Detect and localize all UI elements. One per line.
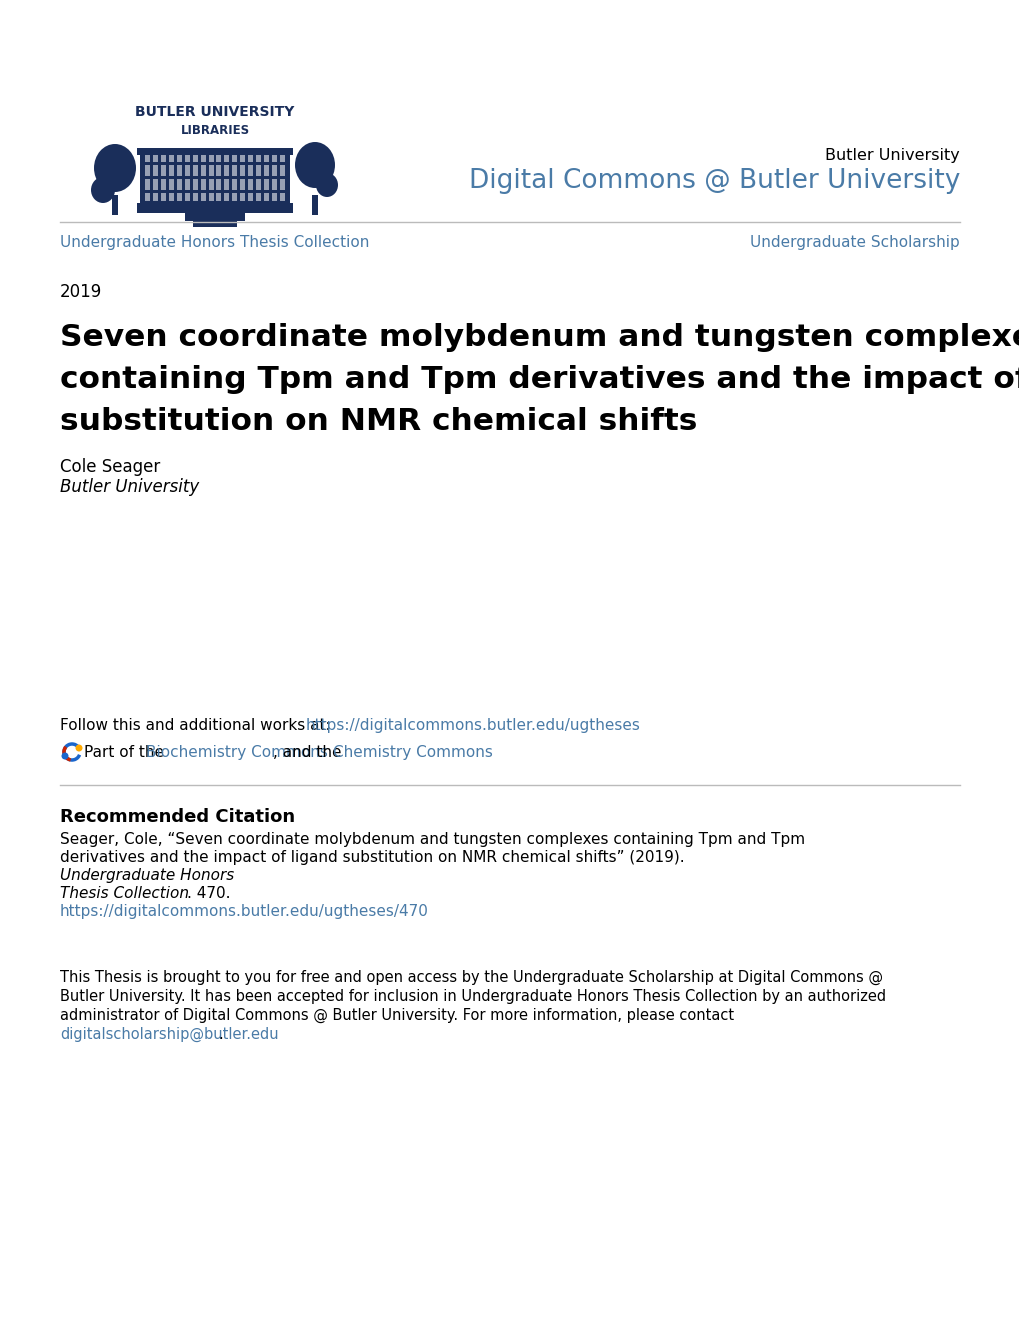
Bar bbox=[140, 150, 289, 205]
Bar bbox=[153, 154, 158, 201]
Text: Seven coordinate molybdenum and tungsten complexes: Seven coordinate molybdenum and tungsten… bbox=[60, 323, 1019, 352]
Bar bbox=[224, 154, 229, 201]
Text: BUTLER UNIVERSITY: BUTLER UNIVERSITY bbox=[136, 106, 294, 119]
Bar bbox=[201, 154, 206, 201]
Circle shape bbox=[61, 752, 68, 759]
Text: Follow this and additional works at:: Follow this and additional works at: bbox=[60, 718, 335, 733]
Bar bbox=[140, 176, 289, 180]
Bar bbox=[193, 219, 236, 227]
Bar bbox=[137, 148, 292, 154]
Bar bbox=[169, 154, 173, 201]
Text: This Thesis is brought to you for free and open access by the Undergraduate Scho: This Thesis is brought to you for free a… bbox=[60, 970, 882, 985]
Text: Butler University. It has been accepted for inclusion in Undergraduate Honors Th: Butler University. It has been accepted … bbox=[60, 989, 886, 1005]
Bar bbox=[216, 154, 221, 201]
Bar bbox=[272, 154, 277, 201]
Text: digitalscholarship@butler.edu: digitalscholarship@butler.edu bbox=[60, 1027, 278, 1043]
Text: , and the: , and the bbox=[273, 744, 346, 760]
Text: substitution on NMR chemical shifts: substitution on NMR chemical shifts bbox=[60, 407, 697, 436]
Text: Undergraduate Honors: Undergraduate Honors bbox=[60, 869, 234, 883]
Text: Biochemistry Commons: Biochemistry Commons bbox=[146, 744, 327, 760]
Text: Butler University: Butler University bbox=[60, 478, 199, 496]
Ellipse shape bbox=[91, 177, 115, 203]
Text: Chemistry Commons: Chemistry Commons bbox=[332, 744, 492, 760]
Bar bbox=[280, 154, 284, 201]
Text: Digital Commons @ Butler University: Digital Commons @ Butler University bbox=[468, 168, 959, 194]
Bar bbox=[184, 211, 245, 220]
Text: https://digitalcommons.butler.edu/ugtheses/470: https://digitalcommons.butler.edu/ugthes… bbox=[60, 904, 428, 919]
Bar bbox=[256, 154, 261, 201]
Text: Seager, Cole, “Seven coordinate molybdenum and tungsten complexes containing Tpm: Seager, Cole, “Seven coordinate molybden… bbox=[60, 832, 804, 847]
Bar bbox=[140, 162, 289, 165]
Text: Cole Seager: Cole Seager bbox=[60, 458, 160, 477]
Bar bbox=[312, 195, 318, 215]
Text: Undergraduate Scholarship: Undergraduate Scholarship bbox=[750, 235, 959, 249]
Text: .: . bbox=[218, 1027, 222, 1041]
Text: https://digitalcommons.butler.edu/ugtheses: https://digitalcommons.butler.edu/ugthes… bbox=[306, 718, 640, 733]
Bar bbox=[264, 154, 269, 201]
Circle shape bbox=[75, 744, 83, 751]
Ellipse shape bbox=[316, 173, 337, 197]
Bar bbox=[140, 190, 289, 193]
Text: . 470.: . 470. bbox=[186, 886, 230, 902]
Text: LIBRARIES: LIBRARIES bbox=[180, 124, 250, 136]
Bar bbox=[232, 154, 237, 201]
Text: Part of the: Part of the bbox=[84, 744, 169, 760]
Text: Recommended Citation: Recommended Citation bbox=[60, 808, 294, 826]
Text: administrator of Digital Commons @ Butler University. For more information, plea: administrator of Digital Commons @ Butle… bbox=[60, 1008, 734, 1023]
Text: Undergraduate Honors Thesis Collection: Undergraduate Honors Thesis Collection bbox=[60, 235, 369, 249]
Text: containing Tpm and Tpm derivatives and the impact of ligand: containing Tpm and Tpm derivatives and t… bbox=[60, 366, 1019, 393]
Ellipse shape bbox=[94, 144, 136, 191]
Bar bbox=[248, 154, 253, 201]
Bar bbox=[112, 195, 118, 215]
Bar bbox=[176, 154, 181, 201]
Bar bbox=[208, 154, 213, 201]
Bar bbox=[193, 154, 198, 201]
Text: 2019: 2019 bbox=[60, 282, 102, 301]
Text: derivatives and the impact of ligand substitution on NMR chemical shifts” (2019): derivatives and the impact of ligand sub… bbox=[60, 850, 689, 865]
Bar bbox=[145, 154, 150, 201]
Bar bbox=[161, 154, 166, 201]
Bar bbox=[184, 154, 190, 201]
Text: Thesis Collection: Thesis Collection bbox=[60, 886, 189, 902]
Text: Butler University: Butler University bbox=[824, 148, 959, 162]
Bar bbox=[137, 203, 292, 213]
Bar bbox=[240, 154, 245, 201]
Ellipse shape bbox=[294, 143, 334, 187]
